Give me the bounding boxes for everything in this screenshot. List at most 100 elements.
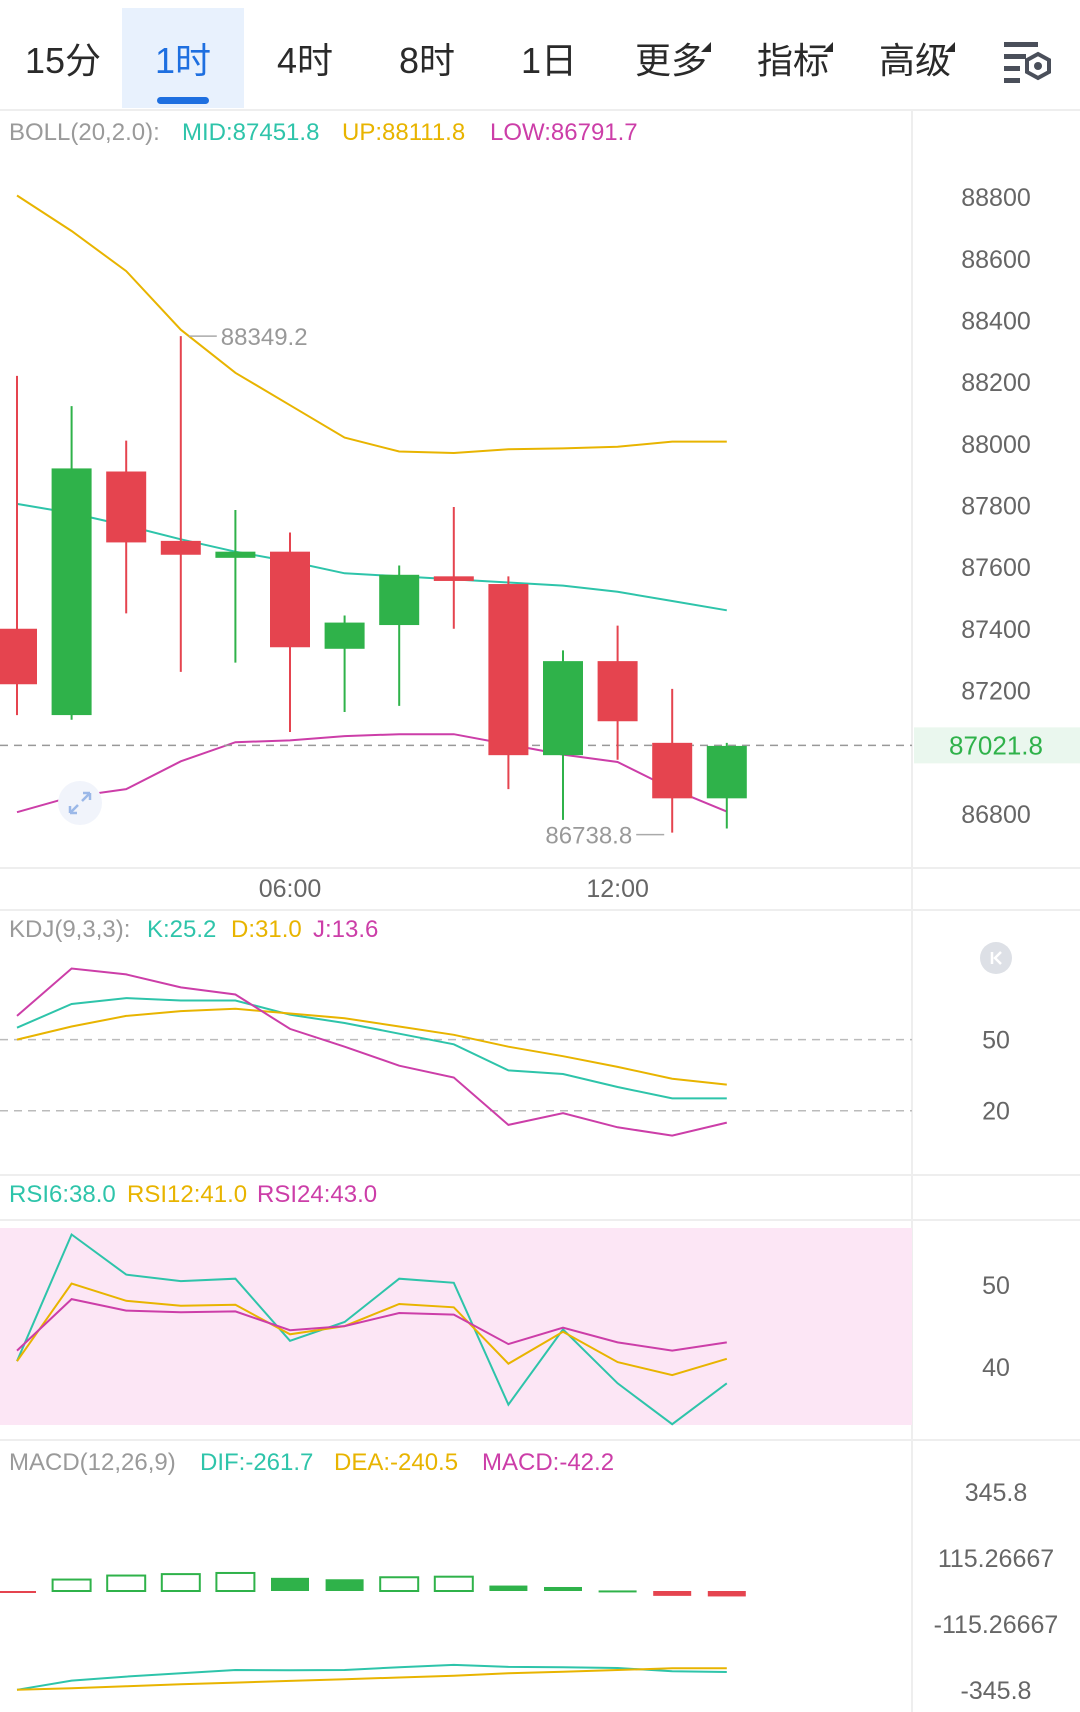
kdj-J-line: [16, 967, 728, 1137]
boll-indicator-name: BOLL(20,2.0):: [9, 119, 160, 146]
last-price-label: 87021.8: [949, 730, 1043, 760]
indicator-readout: RSI6:38.0: [9, 1181, 116, 1208]
tab-label: 1时: [154, 40, 212, 81]
tab-4[interactable]: 1日: [488, 8, 610, 108]
rsi-band: [0, 1228, 912, 1425]
kdj-axis-tick: 20: [982, 1098, 1010, 1126]
candle-body: [488, 584, 529, 756]
candle-body: [0, 628, 37, 685]
indicator-readout: J:13.6: [313, 916, 378, 943]
indicator-readout: DIF:-261.7: [200, 1449, 313, 1476]
candle-body: [215, 551, 256, 558]
tab-label: 4时: [276, 40, 334, 81]
price-axis-tick: 88200: [961, 369, 1031, 397]
price-axis-tick: 87600: [961, 554, 1031, 582]
macd-histogram-bar: [271, 1577, 309, 1591]
macd-axis-tick: 115.26667: [938, 1545, 1054, 1573]
low-marker-label: 86738.8: [545, 823, 632, 850]
tab-label: 更多: [635, 32, 711, 84]
tab-7[interactable]: 高级: [854, 8, 976, 108]
dropdown-caret-icon: [945, 42, 955, 52]
high-marker-label: 88349.2: [221, 324, 308, 351]
macd-histogram-bar: [653, 1591, 692, 1596]
expand-arrows: [68, 791, 92, 815]
macd-axis-tick: 345.8: [965, 1479, 1028, 1507]
tab-label: 15分: [24, 40, 102, 81]
candle-body: [324, 622, 365, 649]
macd-axis-tick: -345.8: [961, 1677, 1032, 1705]
macd-indicator-name: MACD(12,26,9): [9, 1449, 176, 1476]
tab-5[interactable]: 更多: [610, 8, 732, 108]
macd-histogram-bar: [0, 1591, 36, 1593]
macd-histogram-bar: [379, 1576, 420, 1592]
price-axis-tick: 87800: [961, 492, 1031, 520]
macd-histogram-bar: [598, 1590, 637, 1593]
time-axis-tick: 12:00: [586, 875, 649, 903]
candle-body: [106, 471, 147, 543]
indicator-readout: RSI12:41.0: [127, 1181, 247, 1208]
indicator-readout: MACD:-42.2: [482, 1449, 614, 1476]
candle-body: [433, 576, 474, 581]
macd-histogram-bar: [544, 1586, 582, 1591]
candle-body: [543, 661, 583, 756]
price-axis-tick: 88000: [961, 431, 1031, 459]
kdj-D-line: [16, 1007, 727, 1086]
price-axis-tick: 87400: [961, 616, 1031, 644]
indicator-readout: DEA:-240.5: [334, 1449, 458, 1476]
chart-settings-icon[interactable]: [996, 32, 1056, 92]
price-axis-tick: 88600: [961, 246, 1031, 274]
macd-histogram-bar: [51, 1578, 92, 1593]
indicator-readout: D:31.0: [231, 916, 302, 943]
last-price-tag: [914, 727, 1080, 764]
boll-upper-line: [16, 194, 727, 455]
candle-body: [597, 661, 638, 722]
tab-label: 8时: [398, 40, 456, 81]
macd-DEA-line: [16, 1667, 727, 1691]
macd-histogram-bar: [489, 1585, 528, 1591]
candle-body: [270, 551, 310, 648]
macd-histogram-bar: [106, 1574, 147, 1592]
expand-chart-icon[interactable]: [58, 781, 102, 825]
kdj-indicator-name: KDJ(9,3,3):: [9, 916, 130, 943]
time-axis-tick: 06:00: [259, 875, 322, 903]
kdj-axis-tick: 50: [982, 1027, 1010, 1055]
dropdown-caret-icon: [823, 42, 833, 52]
candle-body: [51, 468, 92, 716]
price-axis-tick: 88800: [961, 184, 1031, 212]
tab-6[interactable]: 指标: [732, 8, 854, 108]
rsi-RSI6-line: [16, 1232, 728, 1426]
indicator-readout: MID:87451.8: [182, 119, 319, 146]
price-axis-tick: 86800: [961, 801, 1031, 829]
boll-lower-line: [16, 733, 728, 814]
active-tab-underline: [157, 97, 209, 104]
rsi-RSI24-line: [16, 1298, 727, 1352]
candle-body: [160, 540, 201, 555]
price-axis-tick: 87200: [961, 677, 1031, 705]
indicator-readout: RSI24:43.0: [257, 1181, 377, 1208]
tab-0[interactable]: 15分: [2, 8, 124, 108]
macd-histogram-bar: [215, 1571, 256, 1593]
price-axis-tick: 88400: [961, 307, 1031, 335]
candle-body: [706, 745, 747, 799]
macd-histogram-bar: [325, 1579, 364, 1591]
tab-label: 高级: [879, 32, 955, 84]
tab-2[interactable]: 4时: [244, 8, 366, 108]
rsi-RSI12-line: [16, 1282, 728, 1377]
indicator-readout: UP:88111.8: [342, 119, 465, 146]
macd-histogram-bar: [160, 1573, 201, 1593]
rsi-axis-tick: 40: [982, 1354, 1010, 1382]
candle-body: [652, 742, 693, 799]
candle-body: [379, 574, 420, 626]
indicator-readout: K:25.2: [147, 916, 216, 943]
tab-label: 1日: [520, 40, 578, 81]
tab-1[interactable]: 1时: [122, 8, 244, 108]
timeframe-tab-bar: 15分 1时 4时 8时 1日 更多 指标 高级: [0, 0, 1080, 110]
tab-3[interactable]: 8时: [366, 8, 488, 108]
macd-histogram-bar: [433, 1575, 474, 1593]
rsi-axis-tick: 50: [982, 1272, 1010, 1300]
tab-label: 指标: [757, 32, 833, 84]
collapse-arrow: [990, 951, 1002, 965]
indicator-readout: LOW:86791.7: [490, 119, 638, 146]
dropdown-caret-icon: [701, 42, 711, 52]
